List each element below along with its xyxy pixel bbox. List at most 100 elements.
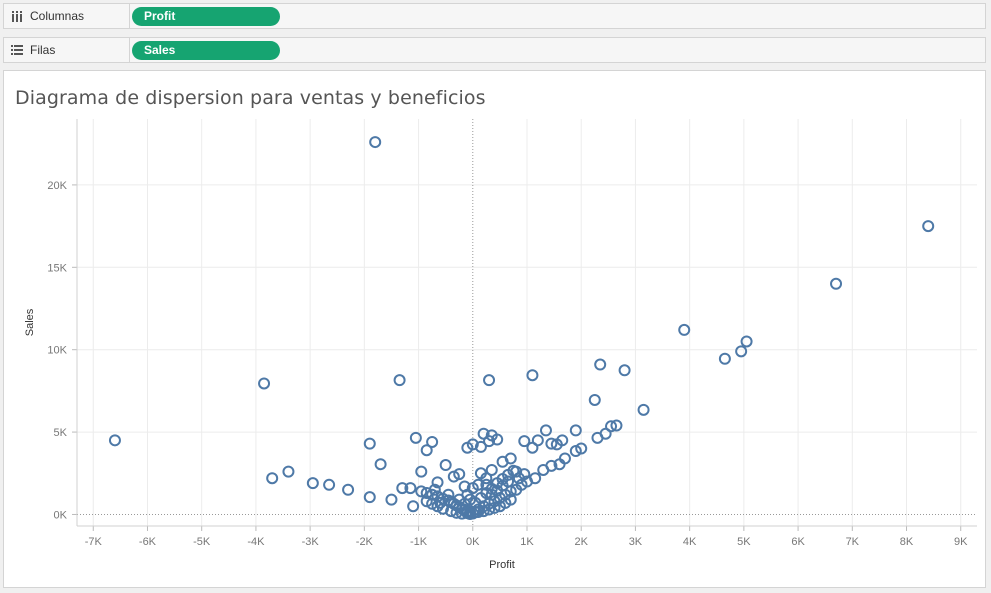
rows-shelf-label: Filas bbox=[30, 43, 56, 57]
data-point bbox=[342, 483, 355, 496]
data-point bbox=[526, 369, 539, 382]
data-point bbox=[431, 476, 444, 489]
x-tick-label: 8K bbox=[900, 536, 914, 548]
data-point bbox=[588, 393, 601, 406]
x-tick-label: -4K bbox=[247, 536, 265, 548]
x-tick-label: 4K bbox=[683, 536, 697, 548]
data-point bbox=[363, 491, 376, 504]
data-point bbox=[922, 220, 935, 233]
data-point bbox=[556, 434, 569, 447]
data-point bbox=[453, 468, 466, 481]
data-point bbox=[483, 435, 496, 448]
y-tick-label: 10K bbox=[47, 345, 67, 357]
data-point bbox=[539, 424, 552, 437]
data-points bbox=[108, 136, 935, 520]
data-point bbox=[306, 477, 319, 490]
data-point bbox=[415, 485, 428, 498]
data-point bbox=[266, 472, 279, 485]
x-tick-label: 1K bbox=[520, 536, 534, 548]
data-point bbox=[637, 403, 650, 416]
data-point bbox=[439, 459, 452, 472]
profit-pill[interactable]: Profit bbox=[132, 7, 280, 26]
data-point bbox=[483, 503, 496, 516]
data-point bbox=[374, 458, 387, 471]
data-point bbox=[282, 465, 295, 478]
data-point bbox=[531, 434, 544, 447]
data-point bbox=[618, 364, 631, 377]
data-point bbox=[404, 482, 417, 495]
data-point bbox=[545, 459, 558, 472]
data-point bbox=[323, 478, 336, 491]
data-point bbox=[393, 374, 406, 387]
y-tick-label: 0K bbox=[54, 509, 68, 521]
data-point bbox=[545, 437, 558, 450]
data-point bbox=[483, 374, 496, 387]
data-point bbox=[466, 438, 479, 451]
x-tick-label: 5K bbox=[737, 536, 751, 548]
x-tick-label: -2K bbox=[356, 536, 374, 548]
y-axis-title: Sales bbox=[24, 308, 36, 336]
columns-shelf-label-area: Columnas bbox=[4, 4, 130, 28]
columns-icon bbox=[12, 11, 22, 22]
data-point bbox=[502, 475, 515, 488]
chart-title: Diagrama de dispersion para ventas y ben… bbox=[15, 87, 486, 109]
scatter-plot: -7K -6K -5K -4K -3K -2K -1K 0K 1K 2K 3K 4K 5K 6K 7K 8K 9… bbox=[24, 119, 977, 571]
data-point bbox=[472, 505, 485, 518]
data-point bbox=[830, 277, 843, 290]
data-point bbox=[569, 424, 582, 437]
data-point bbox=[258, 377, 271, 390]
data-point bbox=[108, 434, 121, 447]
data-point bbox=[740, 335, 753, 348]
y-tick-label: 15K bbox=[47, 262, 67, 274]
data-point bbox=[493, 500, 506, 513]
columns-shelf-label: Columnas bbox=[30, 9, 85, 23]
x-tick-label: 7K bbox=[846, 536, 860, 548]
sales-pill[interactable]: Sales bbox=[132, 41, 280, 60]
data-point bbox=[409, 431, 422, 444]
x-tick-label: 2K bbox=[574, 536, 588, 548]
x-tick-label: 0K bbox=[466, 536, 480, 548]
data-point bbox=[474, 440, 487, 453]
x-tick-label: -1K bbox=[410, 536, 428, 548]
data-point bbox=[426, 435, 439, 448]
tick-labels: -7K -6K -5K -4K -3K -2K -1K 0K 1K 2K 3K 4K 5K 6K 7K 8K 9… bbox=[47, 180, 968, 548]
x-tick-label: -6K bbox=[139, 536, 157, 548]
y-tick-label: 20K bbox=[47, 180, 67, 192]
data-point bbox=[504, 452, 517, 465]
data-point bbox=[477, 505, 490, 518]
data-point bbox=[420, 487, 433, 500]
x-tick-label: -7K bbox=[85, 536, 103, 548]
rows-icon bbox=[11, 45, 23, 55]
data-point bbox=[420, 495, 433, 508]
data-point bbox=[480, 478, 493, 491]
rows-shelf-label-area: Filas bbox=[4, 38, 130, 62]
data-point bbox=[458, 480, 471, 493]
data-point bbox=[575, 442, 588, 455]
axes bbox=[72, 119, 977, 531]
data-point bbox=[420, 444, 433, 457]
data-point bbox=[445, 505, 458, 518]
data-point bbox=[396, 482, 409, 495]
data-point bbox=[363, 437, 376, 450]
data-point bbox=[385, 493, 398, 506]
x-tick-label: 6K bbox=[791, 536, 805, 548]
y-tick-label: 5K bbox=[54, 427, 68, 439]
x-tick-label: -3K bbox=[302, 536, 320, 548]
data-point bbox=[718, 352, 731, 365]
data-point bbox=[518, 435, 531, 448]
data-point bbox=[407, 500, 420, 513]
data-point bbox=[474, 467, 487, 480]
x-tick-label: 9K bbox=[954, 536, 968, 548]
chart-canvas: Diagrama de dispersion para ventas y ben… bbox=[3, 70, 986, 588]
x-tick-label: 3K bbox=[629, 536, 643, 548]
data-point bbox=[491, 433, 504, 446]
data-point bbox=[458, 497, 471, 510]
data-point bbox=[735, 345, 748, 358]
columns-shelf: Columnas Profit bbox=[3, 3, 986, 29]
data-point bbox=[510, 483, 523, 496]
data-point bbox=[610, 419, 623, 432]
data-point bbox=[518, 468, 531, 481]
rows-shelf: Filas Sales bbox=[3, 37, 986, 63]
data-point bbox=[594, 358, 607, 371]
x-axis-title: Profit bbox=[489, 559, 515, 571]
